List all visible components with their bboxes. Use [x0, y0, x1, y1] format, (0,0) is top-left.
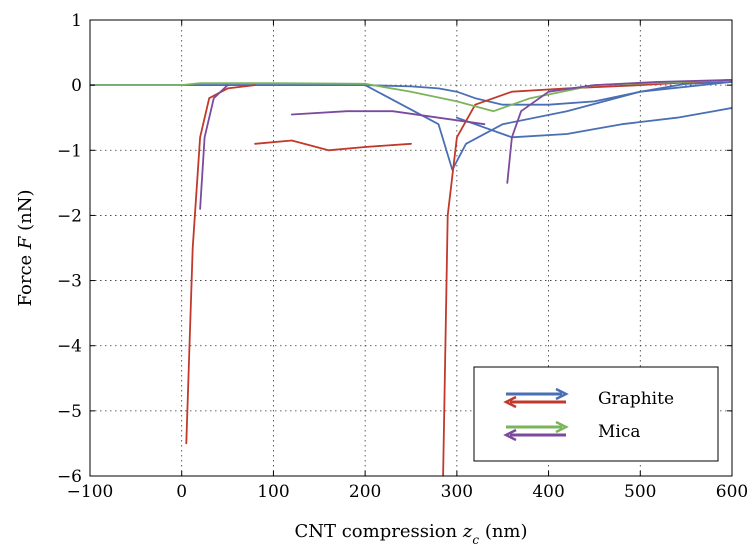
x-tick-label: 500	[624, 482, 656, 502]
y-tick-label: 1	[71, 11, 82, 31]
y-tick-label: −2	[57, 206, 82, 226]
y-tick-label: −3	[57, 272, 82, 292]
x-tick-label: 200	[349, 482, 381, 502]
x-tick-label: 300	[441, 482, 473, 502]
graphite-approach-curve	[456, 107, 732, 139]
y-tick-label: −1	[57, 141, 82, 161]
x-tick-label: 600	[716, 482, 748, 502]
legend: Graphite Mica	[473, 366, 719, 462]
plot-frame	[89, 19, 733, 477]
graphite-retract-curve	[254, 139, 412, 152]
x-tick-label: 100	[257, 482, 289, 502]
legend-approach-arrowhead	[555, 420, 569, 434]
mica-retract-curve	[290, 110, 486, 126]
x-axis-title: CNT compression zc (nm)	[294, 521, 527, 547]
y-tick-label: 0	[71, 76, 82, 96]
legend-retract-arrowhead	[503, 395, 517, 409]
x-tick-label: 400	[532, 482, 564, 502]
x-tick-label: 0	[176, 482, 187, 502]
y-tick-label: −4	[57, 337, 82, 357]
y-tick-label: −6	[57, 467, 82, 487]
mica-retract-curve	[506, 79, 732, 184]
legend-box	[473, 366, 719, 462]
graphite-approach-curve	[90, 81, 732, 171]
force-curves	[90, 79, 732, 476]
legend-approach-arrowhead	[555, 387, 569, 401]
legend-label: Graphite	[598, 389, 674, 409]
y-tick-label: −5	[57, 402, 82, 422]
legend-label: Mica	[598, 422, 641, 442]
y-axis-title: Force F (nN)	[15, 189, 36, 306]
graphite-retract-curve	[185, 84, 256, 445]
mica-retract-curve	[199, 84, 229, 210]
x-tick-label: −100	[67, 482, 114, 502]
axis-ticks: −100 0 100 200 300 400 500 600 1 0 −1 −2 −3 −4 −5 −6	[57, 11, 748, 502]
legend-retract-arrowhead	[503, 428, 517, 442]
